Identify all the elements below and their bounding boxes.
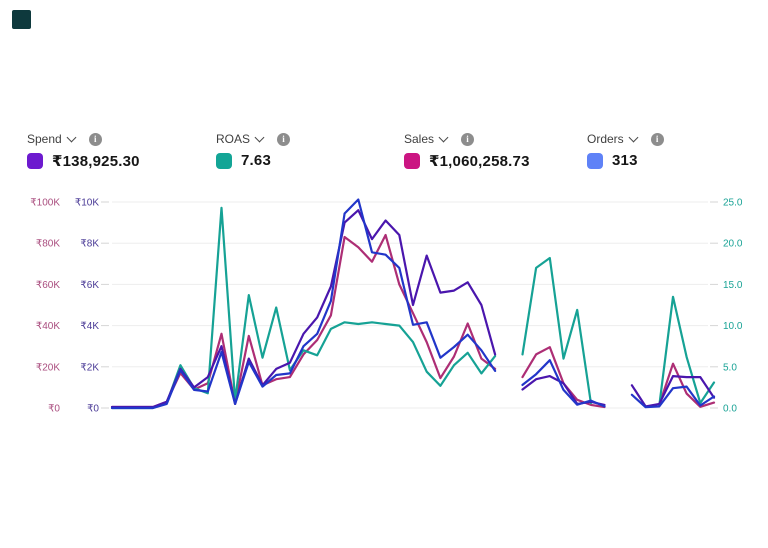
spend-axis-tick-label: ₹0: [87, 404, 99, 415]
metric-sales: Sales i ₹1,060,258.73: [404, 131, 530, 170]
info-icon[interactable]: i: [88, 132, 102, 146]
metric-orders-label[interactable]: Orders: [587, 132, 624, 146]
brand-logo: [12, 10, 31, 29]
metric-sales-label[interactable]: Sales: [404, 132, 435, 146]
spend-axis-tick-label: ₹8K: [80, 239, 99, 250]
sales-axis-tick-label: ₹100K: [30, 198, 60, 209]
metric-orders: Orders i 313: [587, 131, 664, 169]
spend-line: [110, 209, 716, 409]
metric-spend-label[interactable]: Spend: [27, 132, 62, 146]
metrics-row: Spend i ₹138,925.30 ROAS i 7.63 Sales i …: [0, 131, 768, 177]
metric-roas-value: 7.63: [241, 152, 271, 169]
sales-axis-tick-label: ₹80K: [36, 239, 60, 250]
roas-line: [110, 206, 716, 410]
spend-axis-tick-label: ₹6K: [80, 280, 99, 291]
info-icon[interactable]: i: [461, 132, 475, 146]
info-icon[interactable]: i: [277, 132, 291, 146]
roas-axis-tick-label: 5.0: [723, 362, 737, 373]
metric-roas: ROAS i 7.63: [216, 131, 291, 169]
sales-axis-tick-label: ₹20K: [36, 362, 60, 373]
roas-color-swatch: [216, 152, 232, 169]
roas-axis-tick-label: 15.0: [723, 280, 743, 291]
sales-axis-tick-label: ₹40K: [36, 321, 60, 332]
sales-color-swatch: [404, 153, 420, 169]
roas-axis-tick-label: 10.0: [723, 321, 743, 332]
orders-color-swatch: [587, 152, 603, 169]
spend-axis-tick-label: ₹2K: [80, 362, 99, 373]
spend-color-swatch: [27, 153, 43, 169]
roas-axis-tick-label: 25.0: [723, 198, 743, 209]
sales-axis-tick-label: ₹60K: [36, 280, 60, 291]
metric-orders-value: 313: [612, 152, 638, 169]
spend-axis-tick-label: ₹10K: [75, 198, 99, 209]
spend-axis-tick-label: ₹4K: [80, 321, 99, 332]
sales-axis-tick-label: ₹0: [48, 404, 60, 415]
metric-spend: Spend i ₹138,925.30: [27, 131, 140, 170]
roas-axis-tick-label: 20.0: [723, 239, 743, 250]
metric-roas-label[interactable]: ROAS: [216, 132, 251, 146]
metric-sales-value: ₹1,060,258.73: [429, 153, 530, 170]
roas-axis-tick-label: 0.0: [723, 404, 737, 415]
info-icon[interactable]: i: [650, 132, 664, 146]
orders-line: [110, 198, 716, 410]
metric-spend-value: ₹138,925.30: [52, 153, 140, 170]
